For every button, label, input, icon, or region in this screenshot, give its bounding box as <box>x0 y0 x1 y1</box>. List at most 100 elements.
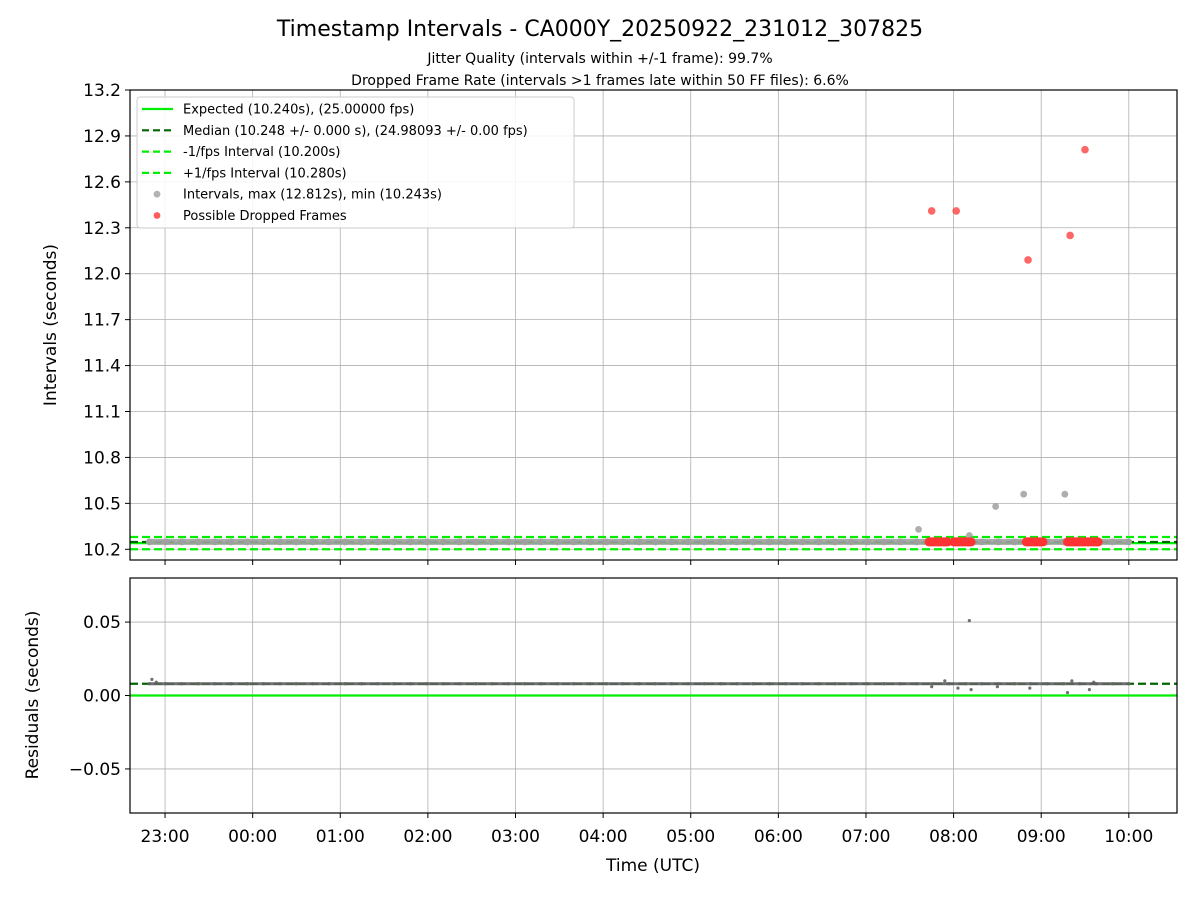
bottom-x-tick-label: 06:00 <box>754 827 803 847</box>
top-y-tick-label: 11.4 <box>83 357 121 377</box>
bottom-band-point <box>719 682 723 686</box>
bottom-data-point <box>1087 688 1091 692</box>
residuals-panel: 23:00 00:00 01:00 02:00 03:00 04:00 05:00 06:00… <box>69 577 1178 847</box>
bottom-band-point <box>931 682 935 686</box>
bottom-band-point <box>327 682 331 686</box>
bottom-data-point <box>956 686 960 690</box>
bottom-band-point <box>963 682 968 686</box>
bottom-x-tick-label: 04:00 <box>579 827 628 847</box>
top-y-tick-label: 12.9 <box>83 127 121 147</box>
bottom-band-point <box>523 682 527 686</box>
top-band-point <box>782 538 790 546</box>
bottom-band-point <box>817 682 821 686</box>
bottom-band-point <box>768 682 772 686</box>
bottom-band-point <box>849 682 853 686</box>
top-band-point <box>1125 538 1133 546</box>
top-band-point <box>798 538 806 546</box>
top-band-point <box>227 538 235 546</box>
top-band-point <box>211 538 218 546</box>
bottom-band-point <box>425 682 429 686</box>
top-band-point <box>766 538 774 546</box>
bottom-band-point <box>670 682 674 686</box>
legend-entry-label: Expected (10.240s), (25.00000 fps) <box>183 103 414 118</box>
top-band-point <box>831 538 839 546</box>
bottom-band-point <box>1110 682 1115 686</box>
bottom-band-point <box>555 682 560 686</box>
bottom-band-point <box>376 682 380 686</box>
top-data-point <box>1020 490 1028 498</box>
bottom-data-point <box>154 680 158 684</box>
legend-entry-label: +1/fps Interval (10.280s) <box>183 166 347 181</box>
bottom-band-point <box>604 682 608 686</box>
top-y-tick-label: 11.1 <box>83 402 121 422</box>
bottom-data-point <box>1065 690 1070 695</box>
bottom-x-tick-label: 05:00 <box>666 827 715 847</box>
top-band-point <box>717 538 725 546</box>
top-band-point <box>488 538 496 546</box>
bottom-band-point <box>294 682 298 686</box>
bottom-data-point <box>943 679 947 683</box>
bottom-data-point <box>1092 680 1096 684</box>
bottom-band-point <box>898 682 902 686</box>
top-band-point <box>456 538 463 546</box>
bottom-band-point <box>474 682 478 686</box>
top-band-point <box>276 538 284 546</box>
legend-entry-label: Possible Dropped Frames <box>183 209 347 224</box>
bottom-band-point <box>245 682 249 686</box>
top-y-tick-label: 12.6 <box>83 173 121 193</box>
bottom-y-tick-label: 0.00 <box>83 687 121 707</box>
top-band-point <box>178 538 186 546</box>
bottom-band-point <box>800 682 804 686</box>
bottom-band-point <box>996 682 1000 686</box>
bottom-data-point <box>967 618 971 623</box>
top-band-point <box>325 538 333 546</box>
top-band-point <box>554 538 561 546</box>
bottom-x-tick-label: 08:00 <box>929 827 978 847</box>
top-y-tick-label: 10.8 <box>83 448 121 468</box>
top-band-point <box>896 538 904 546</box>
top-band-point <box>733 538 741 546</box>
bottom-data-point <box>995 685 999 689</box>
top-dropped-frame-point <box>927 207 936 215</box>
bottom-band-point <box>914 682 919 686</box>
top-axes-frame <box>129 89 1178 561</box>
bottom-band-point <box>1094 682 1098 686</box>
bottom-data-point <box>930 685 934 689</box>
top-band-point <box>260 538 267 546</box>
bottom-band-point <box>359 682 364 686</box>
legend-entry-label: Intervals, max (12.812s), min (10.243s) <box>183 188 442 203</box>
top-band-point <box>145 538 153 546</box>
bottom-band-point <box>539 682 543 686</box>
top-band-point <box>570 538 578 546</box>
top-band-point <box>684 538 692 546</box>
top-band-point <box>537 538 545 546</box>
bottom-band-point <box>1078 682 1082 686</box>
legend: Expected (10.240s), (25.00000 fps) Median… <box>136 96 575 229</box>
top-band-point <box>978 538 986 546</box>
bottom-band-point <box>621 682 625 686</box>
bottom-x-tick-label: 07:00 <box>841 827 890 847</box>
top-y-axis-label: Intervals (seconds) <box>41 244 61 406</box>
bottom-band-point <box>980 682 984 686</box>
bottom-band-point <box>147 682 151 686</box>
top-data-point <box>1061 490 1069 498</box>
bottom-band-point <box>702 682 706 686</box>
top-band-point <box>1011 538 1018 546</box>
top-band-point <box>913 538 920 546</box>
legend-box <box>136 96 575 229</box>
bottom-band-point <box>588 682 592 686</box>
top-band-point <box>439 538 447 546</box>
bottom-data-point <box>969 688 973 692</box>
top-data-point <box>965 532 973 539</box>
top-dropped-frame-point <box>1024 256 1032 264</box>
bottom-band-point <box>441 682 445 686</box>
top-band-point <box>635 538 643 546</box>
x-axis-label: Time (UTC) <box>605 856 700 876</box>
bottom-band-point <box>866 682 870 686</box>
top-y-tick-label: 10.5 <box>83 494 121 514</box>
top-band-point <box>358 538 365 546</box>
bottom-band-point <box>882 682 886 686</box>
top-band-point <box>423 538 431 546</box>
bottom-band-point <box>653 682 657 686</box>
chart-title: Timestamp Intervals - CA000Y_20250922_23… <box>276 17 923 42</box>
